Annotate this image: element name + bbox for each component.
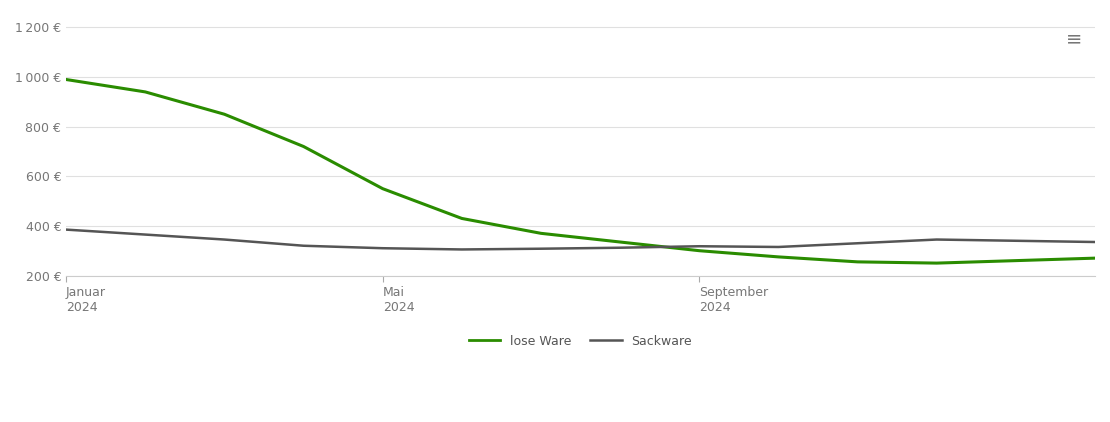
Legend: lose Ware, Sackware: lose Ware, Sackware (464, 330, 697, 353)
Text: ≡: ≡ (1066, 30, 1082, 49)
